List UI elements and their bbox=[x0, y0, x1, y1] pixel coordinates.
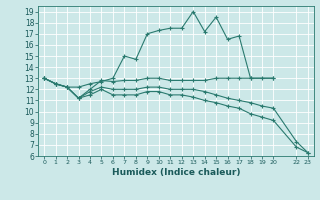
X-axis label: Humidex (Indice chaleur): Humidex (Indice chaleur) bbox=[112, 168, 240, 177]
